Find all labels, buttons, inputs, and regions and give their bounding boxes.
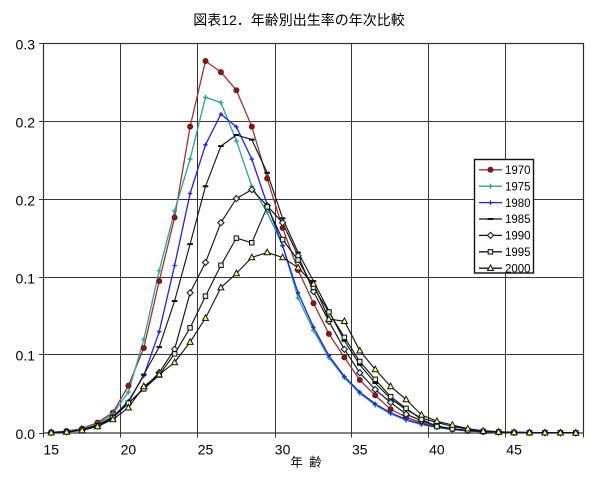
svg-text:1995: 1995 (505, 247, 531, 259)
svg-text:25: 25 (198, 441, 214, 457)
svg-text:図表12．年齢別出生率の年次比較: 図表12．年齢別出生率の年次比較 (193, 12, 405, 28)
svg-text:年 齢: 年 齢 (290, 455, 322, 470)
svg-text:0.1: 0.1 (16, 271, 36, 287)
svg-text:1980: 1980 (505, 198, 531, 210)
svg-text:1990: 1990 (505, 231, 531, 243)
svg-text:0.3: 0.3 (16, 37, 36, 53)
svg-text:30: 30 (275, 441, 291, 457)
svg-text:0.2: 0.2 (16, 193, 36, 209)
svg-text:45: 45 (506, 441, 522, 457)
svg-text:15: 15 (43, 441, 59, 457)
svg-text:1985: 1985 (505, 214, 531, 226)
svg-text:40: 40 (429, 441, 445, 457)
svg-text:0.2: 0.2 (16, 115, 36, 131)
svg-text:0.0: 0.0 (16, 426, 36, 442)
svg-text:0.1: 0.1 (16, 348, 36, 364)
svg-text:20: 20 (121, 441, 137, 457)
svg-text:1975: 1975 (505, 181, 531, 193)
svg-text:35: 35 (352, 441, 368, 457)
svg-text:2000: 2000 (505, 263, 531, 275)
svg-text:1970: 1970 (505, 165, 531, 177)
